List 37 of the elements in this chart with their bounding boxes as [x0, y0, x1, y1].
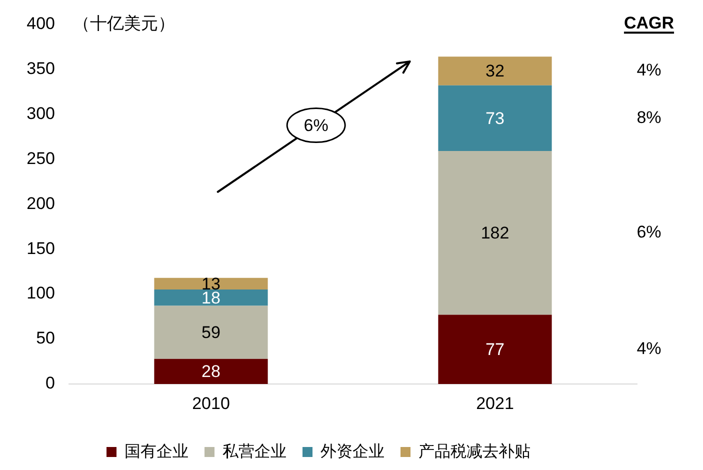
bar — [438, 85, 552, 152]
data-label: 73 — [486, 108, 504, 128]
data-label: 77 — [486, 340, 504, 360]
data-label: 182 — [480, 224, 510, 243]
y-tick-label: 0 — [46, 374, 55, 393]
y-tick-label: 250 — [26, 148, 55, 168]
bar — [154, 290, 268, 306]
y-tick-label: 300 — [26, 104, 55, 123]
legend-label: 国有企业 — [124, 442, 188, 460]
y-axis-title: （十亿美元） — [73, 14, 175, 33]
y-tick-label: 100 — [26, 284, 55, 303]
x-tick-label: 2021 — [476, 394, 514, 413]
y-tick-label: 50 — [36, 328, 55, 348]
bar — [154, 306, 268, 359]
annotation: 6% — [304, 116, 328, 135]
annotation: CAGR — [624, 14, 674, 34]
x-tick-label: 2010 — [192, 394, 230, 413]
annotation: 8% — [636, 108, 662, 127]
data-label: 28 — [202, 362, 220, 382]
y-tick-label: 200 — [26, 194, 55, 213]
bar — [438, 151, 552, 315]
annotation: 4% — [636, 339, 662, 358]
legend-label: 产品税减去补贴 — [418, 442, 530, 460]
legend-label: 私营企业 — [222, 442, 286, 460]
bar — [154, 358, 268, 384]
data-label: 32 — [486, 62, 504, 81]
legend-label: 外资企业 — [320, 442, 384, 460]
bar — [438, 314, 552, 384]
annotation: 4% — [636, 60, 662, 80]
data-label: 59 — [202, 322, 220, 342]
y-tick-label: 350 — [26, 58, 55, 78]
annotation: 6% — [636, 222, 662, 242]
y-tick-label: 150 — [26, 238, 55, 258]
bar — [438, 56, 552, 86]
y-tick-label: 400 — [26, 14, 55, 33]
bar — [154, 278, 268, 290]
data-label: 18 — [202, 288, 220, 308]
